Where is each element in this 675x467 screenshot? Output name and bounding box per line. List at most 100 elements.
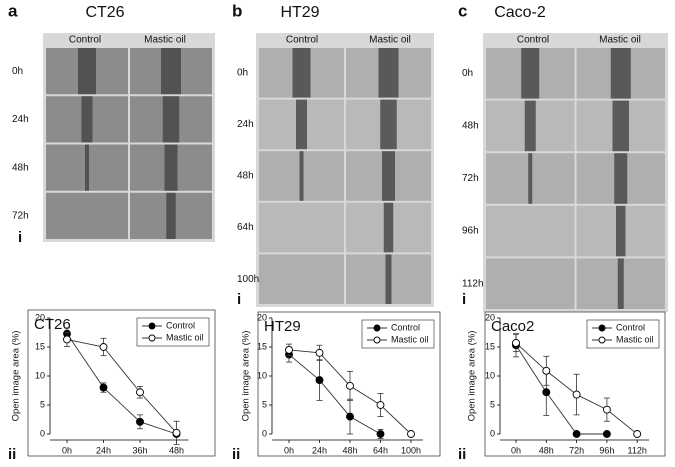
y-tick-label: 0 — [262, 428, 267, 438]
scratch-gap — [296, 99, 307, 150]
legend-box — [586, 319, 660, 349]
legend-label: Mastic oil — [166, 332, 204, 342]
legend-label: Control — [391, 322, 420, 332]
data-point — [346, 412, 354, 421]
y-tick-label: 0 — [40, 428, 45, 438]
y-tick-label: 15 — [257, 341, 267, 351]
panel-title: CT26 — [85, 4, 124, 21]
data-point — [63, 335, 71, 344]
column-header: Mastic oil — [369, 35, 411, 46]
data-point — [136, 388, 144, 397]
chart-label: ii — [8, 446, 16, 463]
chart-frame — [484, 311, 666, 457]
scratch-gap — [162, 96, 180, 143]
image-label: i — [462, 291, 466, 308]
legend-label: Control — [616, 322, 645, 332]
y-tick-label: 20 — [257, 312, 267, 322]
scratch-gap — [292, 48, 311, 98]
chart-frame — [257, 311, 441, 457]
chart-label: ii — [232, 446, 240, 463]
scratch-gap — [380, 99, 397, 150]
data-point — [602, 405, 611, 414]
data-point — [407, 430, 415, 438]
legend-box — [136, 317, 210, 347]
scratch-gap — [85, 144, 89, 191]
panel-letter: a — [8, 1, 18, 20]
row-label: 96h — [462, 226, 479, 237]
legend-label: Mastic oil — [391, 334, 429, 344]
y-axis-label: Open image area (%) — [11, 331, 22, 422]
x-tick-label: 24h — [96, 445, 111, 455]
legend-marker — [373, 324, 381, 332]
y-axis-label: Open image area (%) — [241, 331, 252, 422]
data-point — [633, 430, 642, 438]
row-label: 0h — [237, 67, 248, 78]
scratch-gap — [617, 258, 624, 309]
data-point — [99, 383, 108, 392]
legend-marker — [373, 336, 381, 344]
micrograph — [259, 202, 344, 253]
x-tick-label: 64h — [373, 445, 388, 455]
data-point — [315, 376, 324, 385]
x-tick-label: 36h — [132, 445, 147, 455]
y-tick-label: 5 — [262, 399, 267, 409]
x-tick-label: 72h — [569, 445, 584, 455]
data-point — [542, 388, 551, 397]
chart-title: Caco2 — [491, 318, 534, 335]
data-point — [315, 348, 324, 357]
scratch-gap — [524, 100, 536, 152]
data-point — [572, 390, 581, 399]
row-label: 0h — [462, 68, 473, 79]
micrograph — [486, 258, 575, 309]
y-tick-label: 20 — [35, 312, 45, 322]
legend-marker — [148, 334, 156, 342]
scratch-gap — [610, 48, 631, 99]
scratch-gap — [164, 144, 178, 191]
y-tick-label: 15 — [485, 341, 495, 351]
panel-letter: c — [458, 1, 467, 20]
data-point — [376, 401, 385, 409]
x-tick-label: 0h — [62, 445, 72, 455]
column-header: Control — [69, 35, 101, 46]
series-line — [515, 345, 607, 435]
x-tick-label: 0h — [284, 445, 294, 455]
scratch-gap — [385, 254, 392, 304]
scratch-gap — [528, 153, 533, 204]
data-point — [512, 338, 520, 347]
x-tick-label: 48h — [539, 445, 554, 455]
data-point — [542, 366, 551, 375]
x-tick-label: 48h — [342, 445, 357, 455]
x-tick-label: 112h — [628, 445, 647, 455]
legend-box — [361, 319, 435, 349]
data-point — [346, 381, 354, 390]
row-label: 112h — [462, 278, 484, 289]
row-label: 48h — [462, 121, 479, 132]
row-label: 24h — [237, 119, 254, 130]
column-header: Control — [286, 35, 318, 46]
scratch-gap — [161, 48, 181, 95]
x-tick-label: 100h — [401, 445, 421, 455]
y-tick-label: 5 — [40, 399, 45, 409]
image-label: i — [18, 229, 22, 246]
legend-label: Control — [166, 320, 195, 330]
y-tick-label: 5 — [490, 399, 495, 409]
scratch-gap — [614, 153, 628, 204]
data-point — [572, 430, 581, 438]
y-tick-label: 0 — [490, 428, 495, 438]
panel-title: HT29 — [280, 4, 319, 21]
micrograph — [46, 192, 128, 239]
micrograph — [486, 205, 575, 257]
row-label: 64h — [237, 222, 254, 233]
legend-marker — [148, 322, 156, 330]
y-tick-label: 10 — [35, 370, 45, 380]
data-point — [285, 345, 293, 354]
data-point — [172, 428, 181, 437]
panel-letter: b — [232, 1, 242, 20]
x-tick-label: 48h — [169, 445, 184, 455]
chart-title: HT29 — [264, 318, 301, 335]
column-header: Control — [517, 35, 549, 46]
row-label: 100h — [237, 274, 259, 285]
image-label: i — [237, 291, 241, 308]
legend-marker — [598, 336, 606, 344]
